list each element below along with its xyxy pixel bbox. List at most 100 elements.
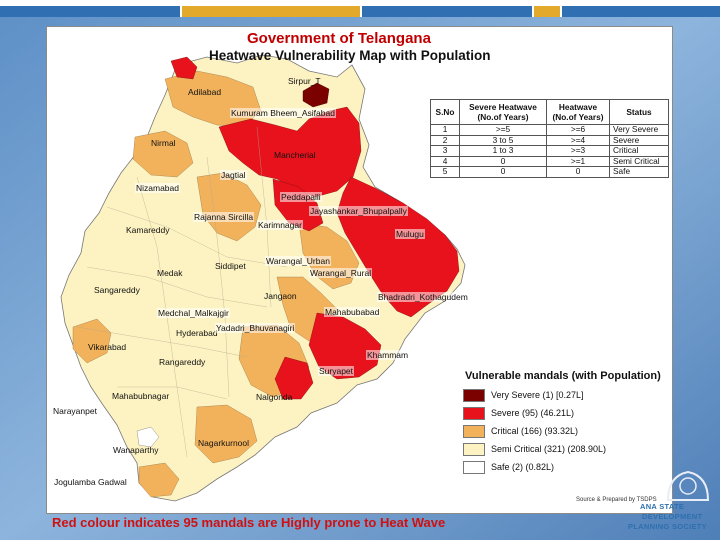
place-label: Nagarkurnool <box>198 438 250 448</box>
table-row: 3 1 to 3 >=3 Critical <box>430 145 669 157</box>
legend-label: Semi Critical (321) (208.90L) <box>491 444 607 454</box>
logo-line: PLANNING SOCIETY <box>628 522 707 531</box>
place-label: Nalgonda <box>256 392 293 402</box>
severe-region-suryapet <box>274 356 314 400</box>
table-row: 5 0 0 Safe <box>430 166 669 178</box>
place-label: Mulugu <box>395 229 425 239</box>
table-cell: 5 <box>430 166 460 178</box>
logo-line: DEVELOPMENT <box>642 512 703 521</box>
table-cell: Critical <box>609 145 669 157</box>
legend-swatch <box>463 407 485 420</box>
top-bar-gold-1 <box>182 6 360 17</box>
place-label: Jangaon <box>264 291 297 301</box>
legend-swatch <box>463 461 485 474</box>
slide-caption: Red colour indicates 95 mandals are High… <box>52 515 446 530</box>
critical-region-west <box>72 318 112 364</box>
top-bar-gold-2 <box>534 6 560 17</box>
source-note: Source & Prepared by TSDPS <box>576 497 657 503</box>
top-bar-blue-3 <box>562 6 720 17</box>
place-label: Medak <box>157 268 183 278</box>
map-legend: Vulnerable mandals (with Population) Ver… <box>461 367 666 474</box>
severe-region-mancherial <box>218 106 362 198</box>
place-label: Nirmal <box>151 138 176 148</box>
critical-region-south <box>194 404 258 464</box>
place-label: Wanaparthy <box>113 445 159 455</box>
table-cell: Very Severe <box>609 124 669 136</box>
table-cell: 3 <box>430 145 460 157</box>
place-label: Warangal_Urban <box>265 256 331 266</box>
critical-region-nirmal <box>132 130 194 178</box>
table-header: Severe Heatwave (No.of Years) <box>459 99 547 125</box>
place-label: Nizamabad <box>135 183 180 193</box>
tsdps-logo: ANA STATE DEVELOPMENT PLANNING SOCIETY <box>618 462 720 540</box>
legend-label: Severe (95) (46.21L) <box>491 408 575 418</box>
place-label: Narayanpet <box>53 406 97 416</box>
table-cell: >=3 <box>546 145 610 157</box>
table-cell: 1 to 3 <box>459 145 547 157</box>
place-label: Sirpur_T <box>288 76 321 86</box>
legend-label: Critical (166) (93.32L) <box>491 426 579 436</box>
telangana-map <box>60 54 466 502</box>
table-cell: 0 <box>546 166 610 178</box>
severity-criteria-table: S.No Severe Heatwave (No.of Years) Heatw… <box>430 99 669 178</box>
table-header: Heatwave (No.of Years) <box>546 99 610 125</box>
place-label: Vikarabad <box>88 342 127 352</box>
top-bar-blue-1 <box>0 6 180 17</box>
severe-region-khammam <box>308 312 382 380</box>
place-label: Sangareddy <box>94 285 140 295</box>
table-cell: >=5 <box>459 124 547 136</box>
top-bar-blue-2 <box>362 6 532 17</box>
place-label: Kamareddy <box>126 225 170 235</box>
place-label: Jagtial <box>220 170 247 180</box>
table-header-row: S.No Severe Heatwave (No.of Years) Heatw… <box>430 99 669 125</box>
place-label: Rangareddy <box>159 357 206 367</box>
legend-title: Vulnerable mandals (with Population) <box>465 370 661 382</box>
place-label: Suryapet <box>318 366 355 376</box>
map-title: Government of Telangana <box>247 30 431 47</box>
table-cell: 4 <box>430 155 460 167</box>
legend-swatch <box>463 443 485 456</box>
table-cell: 3 to 5 <box>459 134 547 146</box>
place-label: Kumuram Bheem_Asifabad <box>230 108 336 118</box>
place-label: Jogulamba Gadwal <box>54 477 127 487</box>
place-label: Mahabubabad <box>324 307 381 317</box>
place-label: Mancherial <box>274 150 316 160</box>
place-label: Rajanna Sircilla <box>193 212 255 222</box>
table-row: 2 3 to 5 >=4 Severe <box>430 134 669 146</box>
place-label: Peddapalli <box>280 192 322 202</box>
table-header: Status <box>609 99 669 125</box>
table-cell: Semi Critical <box>609 155 669 167</box>
table-cell: >=1 <box>546 155 610 167</box>
place-label: Bhadradri_Kothagudem <box>377 292 469 302</box>
table-cell: Severe <box>609 134 669 146</box>
table-cell: 2 <box>430 134 460 146</box>
table-cell: 1 <box>430 124 460 136</box>
table-cell: Safe <box>609 166 669 178</box>
place-label: Mahabubnagar <box>112 391 170 401</box>
legend-label: Very Severe (1) [0.27L] <box>491 390 584 400</box>
place-label: Medchal_Malkajgir <box>157 308 230 318</box>
safe-region <box>136 426 160 448</box>
table-header: S.No <box>430 99 460 125</box>
place-label: Adilabad <box>188 87 222 97</box>
place-label: Jayashankar_Bhupalpally <box>309 206 408 216</box>
legend-swatch <box>463 389 485 402</box>
table-cell: >=6 <box>546 124 610 136</box>
table-cell: >=4 <box>546 134 610 146</box>
legend-label: Safe (2) (0.82L) <box>491 462 555 472</box>
place-label: Khammam <box>366 350 410 360</box>
critical-region-gadwal <box>138 462 180 498</box>
place-label: Siddipet <box>215 261 246 271</box>
severe-region-north-cap <box>170 56 198 80</box>
place-label: Warangal_Rural <box>309 268 373 278</box>
very-severe-region <box>302 82 330 108</box>
logo-line: ANA STATE <box>640 502 685 511</box>
place-label: Yadadri_Bhuvanagiri <box>215 323 296 333</box>
legend-swatch <box>463 425 485 438</box>
table-cell: 0 <box>459 155 547 167</box>
map-frame: Government of Telangana Heatwave Vulnera… <box>46 26 673 514</box>
logo-emblem-icon <box>666 470 710 501</box>
place-label: Hyderabad <box>176 328 218 338</box>
place-label: Karimnagar <box>257 220 303 230</box>
table-cell: 0 <box>459 166 547 178</box>
